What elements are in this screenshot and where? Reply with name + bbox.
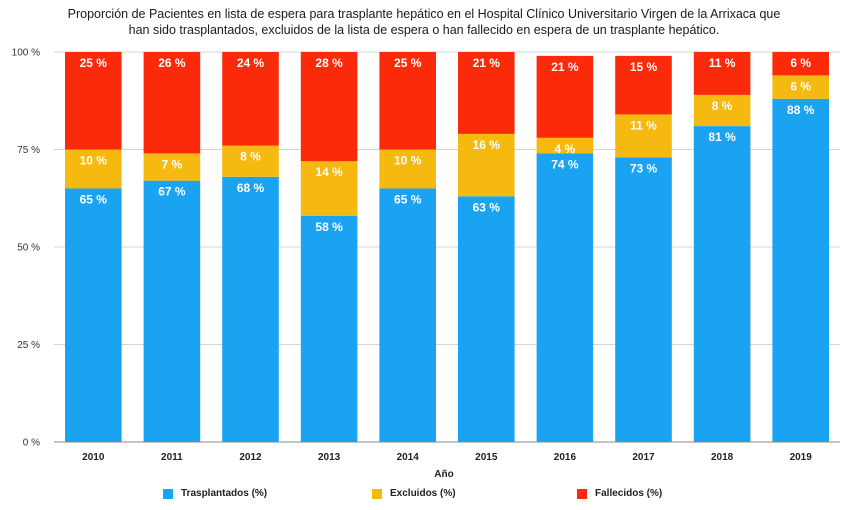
bar-segment xyxy=(143,52,201,154)
data-label: 15 % xyxy=(630,60,658,74)
data-label: 63 % xyxy=(473,200,501,214)
y-tick-label: 25 % xyxy=(17,340,40,351)
bar-segment xyxy=(772,75,829,99)
bar-segment xyxy=(458,133,515,197)
data-label: 6 % xyxy=(790,56,811,70)
x-tick-label: 2011 xyxy=(161,452,183,463)
x-tick-label: 2010 xyxy=(82,452,105,463)
stacked-bar-chart: 0 % 25 % 50 % 75 % 100 % 65 % 10 % 25 % 2010 67 %… xyxy=(12,48,840,480)
data-label: 24 % xyxy=(237,56,265,70)
chart-title: Proporción de Pacientes en lista de espe… xyxy=(0,6,848,38)
data-label: 21 % xyxy=(473,56,501,70)
bar-segment xyxy=(536,137,594,154)
data-label: 73 % xyxy=(630,161,658,175)
bar-segment xyxy=(300,52,358,162)
x-tick-label: 2017 xyxy=(632,452,655,463)
data-label: 68 % xyxy=(237,181,265,195)
legend-label: Trasplantados (%) xyxy=(181,488,268,499)
data-label: 7 % xyxy=(162,157,183,171)
y-tick-label: 50 % xyxy=(17,243,40,254)
bar-segment xyxy=(536,55,594,138)
bar-segment xyxy=(65,52,122,150)
bar-segment xyxy=(458,52,515,134)
bar-segment xyxy=(772,52,829,76)
legend-item: Excluidos (%) xyxy=(372,488,456,499)
bar-segment xyxy=(693,126,751,442)
bar-segment xyxy=(379,149,436,189)
bar-segment xyxy=(615,55,672,115)
bar-segment xyxy=(615,114,672,158)
data-label: 10 % xyxy=(394,154,422,168)
x-tick-label: 2013 xyxy=(318,452,341,463)
x-tick-label: 2016 xyxy=(554,452,577,463)
legend-swatch xyxy=(163,488,173,499)
y-tick-label: 0 % xyxy=(23,438,40,449)
bar-segment xyxy=(222,145,279,177)
bar-segment xyxy=(379,188,436,442)
bar-segment xyxy=(693,94,751,127)
x-tick-label: 2018 xyxy=(711,452,734,463)
bar-segment xyxy=(143,180,201,442)
bar-segment xyxy=(772,98,829,443)
bar-segment xyxy=(536,153,594,442)
data-label: 74 % xyxy=(551,157,579,171)
bar-segment xyxy=(458,196,515,442)
bar-segment xyxy=(379,52,436,150)
data-label: 88 % xyxy=(787,103,815,117)
data-label: 10 % xyxy=(80,154,108,168)
data-label: 16 % xyxy=(473,138,501,152)
legend-swatch xyxy=(577,488,587,499)
y-tick-label: 100 % xyxy=(12,48,40,59)
bar-segment xyxy=(615,157,672,443)
data-label: 65 % xyxy=(80,193,108,207)
chart-title-line-1: Proporción de Pacientes en lista de espe… xyxy=(67,7,781,21)
data-label: 65 % xyxy=(394,193,422,207)
data-label: 8 % xyxy=(240,150,261,164)
bar-segment xyxy=(693,52,751,95)
data-label: 6 % xyxy=(790,79,811,93)
data-label: 58 % xyxy=(315,220,343,234)
bar-segment xyxy=(300,161,358,216)
data-label: 8 % xyxy=(712,99,733,113)
data-label: 25 % xyxy=(394,56,422,70)
legend-swatch xyxy=(372,488,382,499)
legend-item: Fallecidos (%) xyxy=(577,488,662,499)
data-label: 11 % xyxy=(709,56,736,70)
data-label: 26 % xyxy=(158,56,186,70)
bar-segment xyxy=(65,188,122,442)
legend-item: Trasplantados (%) xyxy=(163,488,267,499)
legend-label: Excluidos (%) xyxy=(390,488,456,499)
x-tick-label: 2019 xyxy=(790,452,813,463)
y-tick-label: 75 % xyxy=(17,145,40,156)
data-label: 11 % xyxy=(630,118,657,132)
legend-label: Fallecidos (%) xyxy=(595,488,663,499)
bar-segment xyxy=(300,215,358,442)
data-label: 4 % xyxy=(555,142,576,156)
data-label: 81 % xyxy=(708,130,736,144)
bar-segment xyxy=(143,153,201,181)
x-axis-label: Año xyxy=(434,469,453,480)
chart-legend: Trasplantados (%) Excluidos (%) Fallecidos… xyxy=(0,488,848,506)
data-label: 25 % xyxy=(80,56,108,70)
bar-segment xyxy=(65,149,122,189)
x-tick-label: 2014 xyxy=(397,452,420,463)
data-label: 14 % xyxy=(315,165,343,179)
data-label: 67 % xyxy=(158,185,186,199)
bar-segment xyxy=(222,176,279,443)
data-label: 21 % xyxy=(551,60,579,74)
chart-title-line-2: han sido trasplantados, excluidos de la … xyxy=(128,23,720,37)
x-tick-label: 2015 xyxy=(475,452,498,463)
bar-segment xyxy=(222,52,279,146)
data-label: 28 % xyxy=(315,56,343,70)
x-tick-label: 2012 xyxy=(239,452,262,463)
